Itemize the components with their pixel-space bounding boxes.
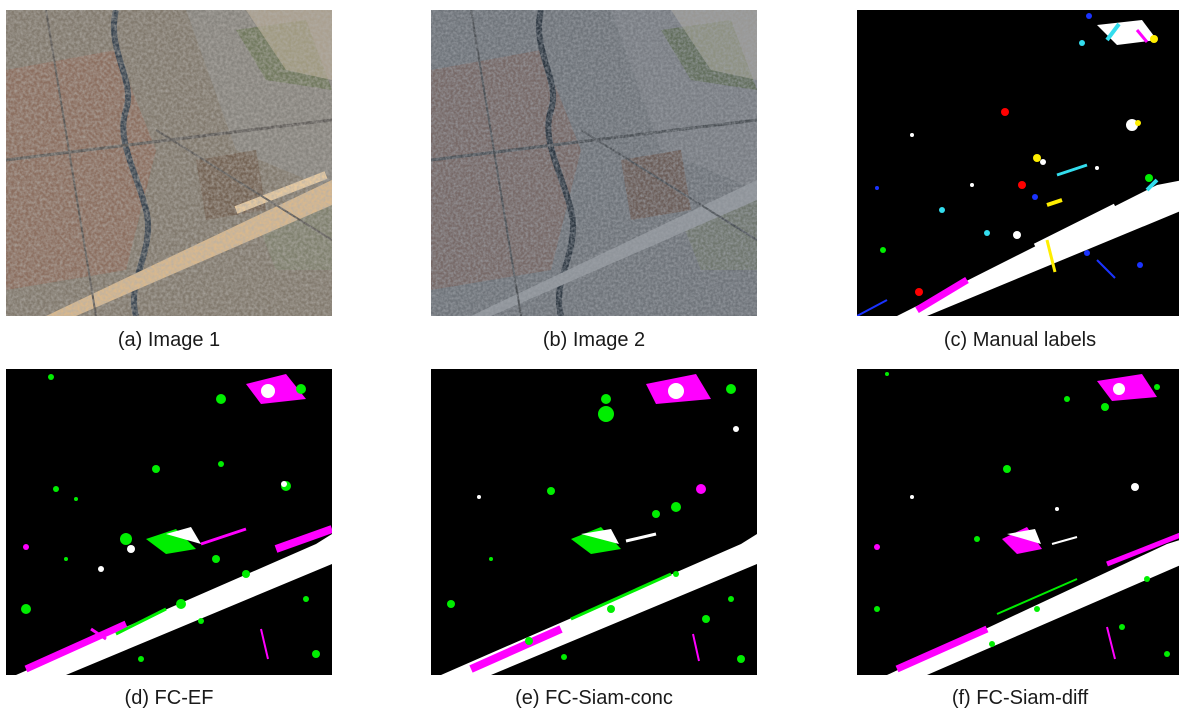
panel-caption: (a) Image 1 bbox=[117, 329, 221, 351]
fc-siam-diff-result-map bbox=[857, 369, 1179, 675]
fc-ef-result-map bbox=[6, 369, 332, 675]
panel-caption: (e) FC-Siam-conc bbox=[515, 687, 673, 709]
manual-labels-drawing bbox=[857, 10, 1179, 316]
manual-labels-map bbox=[857, 10, 1179, 316]
satellite-image-2 bbox=[431, 10, 757, 316]
fc-siam-diff-drawing bbox=[857, 369, 1179, 675]
panel-caption: (b) Image 2 bbox=[542, 329, 646, 351]
satellite-image-1 bbox=[6, 10, 332, 316]
fc-siam-conc-drawing bbox=[431, 369, 757, 675]
fc-siam-conc-result-map bbox=[431, 369, 757, 675]
panel-caption: (f) FC-Siam-diff bbox=[951, 687, 1089, 709]
satellite-image-1-drawing bbox=[6, 10, 332, 316]
panel-caption: (c) Manual labels bbox=[943, 329, 1097, 351]
panel-caption: (d) FC-EF bbox=[124, 687, 214, 709]
fc-ef-drawing bbox=[6, 369, 332, 675]
satellite-image-2-drawing bbox=[431, 10, 757, 316]
